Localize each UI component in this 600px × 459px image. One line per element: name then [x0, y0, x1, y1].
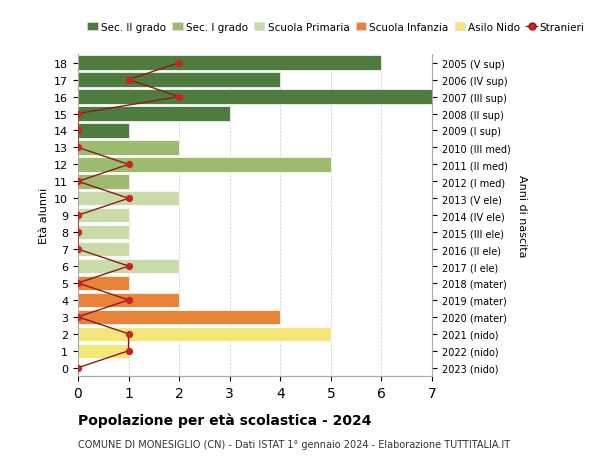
Bar — [78, 90, 432, 105]
Y-axis label: Anni di nascita: Anni di nascita — [517, 174, 527, 257]
Point — [73, 229, 83, 236]
Point — [175, 60, 184, 67]
Point — [124, 195, 133, 202]
Bar — [78, 56, 382, 71]
Bar — [78, 276, 128, 291]
Bar — [78, 310, 280, 325]
Point — [73, 246, 83, 253]
Point — [175, 94, 184, 101]
Bar — [78, 344, 128, 358]
Point — [73, 128, 83, 135]
Point — [124, 347, 133, 355]
Legend: Sec. II grado, Sec. I grado, Scuola Primaria, Scuola Infanzia, Asilo Nido, Stran: Sec. II grado, Sec. I grado, Scuola Prim… — [83, 18, 589, 37]
Y-axis label: Età alunni: Età alunni — [38, 188, 49, 244]
Point — [73, 178, 83, 185]
Bar — [78, 158, 331, 172]
Bar — [78, 73, 280, 88]
Bar — [78, 175, 128, 189]
Bar — [78, 191, 179, 206]
Text: Popolazione per età scolastica - 2024: Popolazione per età scolastica - 2024 — [78, 413, 371, 428]
Point — [124, 263, 133, 270]
Point — [73, 212, 83, 219]
Point — [73, 111, 83, 118]
Point — [73, 280, 83, 287]
Bar — [78, 141, 179, 155]
Point — [124, 330, 133, 338]
Point — [73, 313, 83, 321]
Point — [124, 161, 133, 168]
Bar — [78, 293, 179, 308]
Bar — [78, 259, 179, 274]
Bar — [78, 327, 331, 341]
Text: COMUNE DI MONESIGLIO (CN) - Dati ISTAT 1° gennaio 2024 - Elaborazione TUTTITALIA: COMUNE DI MONESIGLIO (CN) - Dati ISTAT 1… — [78, 440, 510, 449]
Point — [73, 364, 83, 372]
Point — [124, 77, 133, 84]
Point — [124, 297, 133, 304]
Bar — [78, 225, 128, 240]
Bar — [78, 124, 128, 138]
Bar — [78, 107, 230, 122]
Point — [73, 145, 83, 152]
Bar — [78, 242, 128, 257]
Bar — [78, 208, 128, 223]
